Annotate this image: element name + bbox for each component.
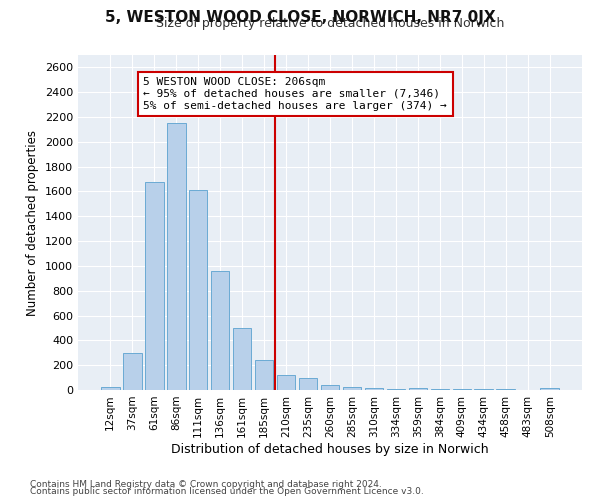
- Bar: [541, 388, 559, 390]
- Bar: [320, 385, 340, 390]
- Y-axis label: Number of detached properties: Number of detached properties: [26, 130, 40, 316]
- Bar: [167, 123, 185, 390]
- Text: Contains public sector information licensed under the Open Government Licence v3: Contains public sector information licen…: [30, 487, 424, 496]
- Bar: [299, 378, 317, 390]
- Bar: [145, 182, 164, 390]
- Bar: [365, 388, 383, 390]
- Bar: [343, 387, 361, 390]
- Text: 5, WESTON WOOD CLOSE, NORWICH, NR7 0JX: 5, WESTON WOOD CLOSE, NORWICH, NR7 0JX: [104, 10, 496, 25]
- Bar: [211, 271, 229, 390]
- Bar: [101, 387, 119, 390]
- X-axis label: Distribution of detached houses by size in Norwich: Distribution of detached houses by size …: [171, 442, 489, 456]
- Text: 5 WESTON WOOD CLOSE: 206sqm
← 95% of detached houses are smaller (7,346)
5% of s: 5 WESTON WOOD CLOSE: 206sqm ← 95% of det…: [143, 78, 447, 110]
- Bar: [233, 328, 251, 390]
- Title: Size of property relative to detached houses in Norwich: Size of property relative to detached ho…: [156, 17, 504, 30]
- Bar: [123, 354, 142, 390]
- Bar: [189, 190, 208, 390]
- Text: Contains HM Land Registry data © Crown copyright and database right 2024.: Contains HM Land Registry data © Crown c…: [30, 480, 382, 489]
- Bar: [409, 388, 427, 390]
- Bar: [277, 375, 295, 390]
- Bar: [255, 360, 274, 390]
